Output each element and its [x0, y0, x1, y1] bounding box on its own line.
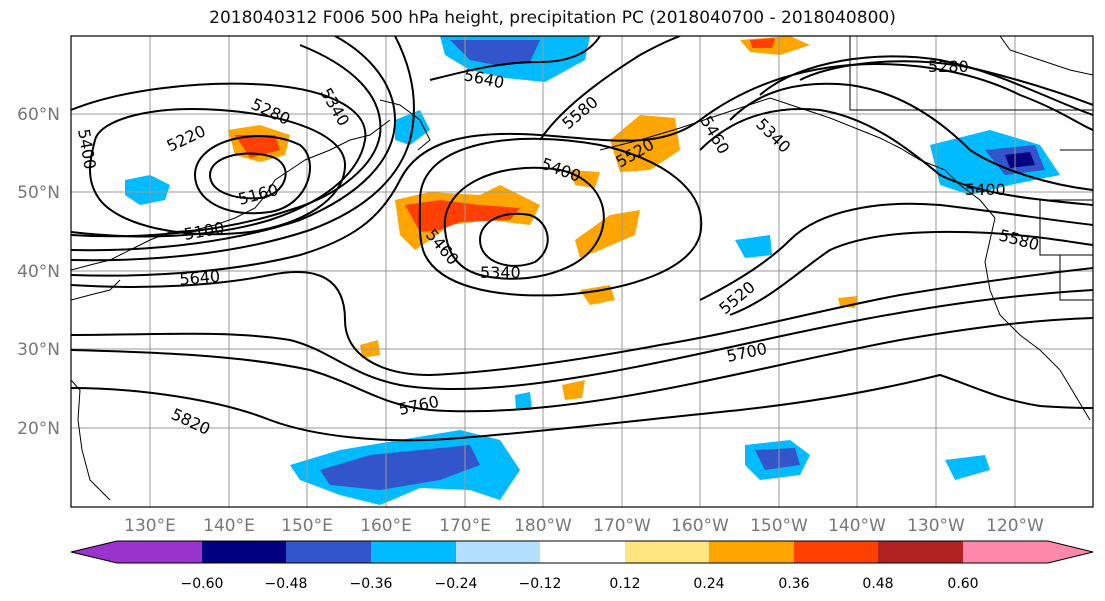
contour-5640 [71, 267, 1093, 377]
contour-5640-n [429, 36, 601, 81]
colorbar-segment [540, 541, 625, 563]
contour-5100 [208, 152, 287, 200]
colorbar-tick-label: 0.60 [947, 576, 978, 592]
contour-5160 [193, 135, 311, 215]
contour-5580-n [539, 36, 681, 141]
lon-label: 140°E [203, 516, 255, 536]
precip-blob [320, 445, 480, 490]
lat-label: 30°N [17, 340, 60, 360]
colorbar-segment [625, 541, 709, 563]
lat-label: 60°N [17, 105, 60, 125]
contour-5700 [71, 289, 1093, 391]
lon-label: 160°E [360, 516, 412, 536]
precip-shading [125, 36, 1060, 505]
colorbar-segment [286, 541, 371, 563]
precip-blob [945, 455, 990, 480]
colorbar-tick-label: −0.36 [350, 576, 393, 592]
lon-label: 160°W [671, 516, 729, 536]
colorbar-segment [371, 541, 456, 563]
colorbar-tick-labels: −0.60 −0.48 −0.36 −0.24 −0.12 0.12 0.24 … [181, 576, 979, 592]
precip-blob [575, 210, 640, 258]
precip-blob [235, 135, 280, 158]
colorbar-segment [878, 541, 963, 563]
colorbar-segment [794, 541, 878, 563]
contour-5340-ne [759, 55, 1093, 116]
colorbar-tick-label: −0.60 [181, 576, 224, 592]
contour-5280 [71, 82, 367, 238]
contour-5340-low [478, 212, 549, 267]
lon-label: 180°W [514, 516, 572, 536]
colorbar-segment [202, 541, 286, 563]
lon-label: 150°E [281, 516, 333, 536]
precip-blob [1005, 152, 1035, 168]
lon-label: 130°E [124, 516, 176, 536]
lat-labels: 60°N 50°N 40°N 30°N 20°N [17, 105, 60, 439]
lon-label: 170°E [439, 516, 491, 536]
colorbar-segment [709, 541, 794, 563]
contour-5760 [71, 317, 1093, 413]
colorbar-tick-label: 0.12 [609, 576, 640, 592]
gridlines [71, 36, 1093, 507]
contour-5340-w [71, 44, 382, 238]
contour-5820 [71, 373, 1093, 442]
contour-5400-low [443, 166, 605, 280]
contour-5220 [89, 108, 347, 236]
precip-blob [570, 170, 600, 188]
map-title: 2018040312 F006 500 hPa height, precipit… [209, 8, 896, 28]
colorbar-segment [456, 541, 540, 563]
precip-blob [562, 380, 585, 400]
colorbar-tick-label: −0.24 [435, 576, 478, 592]
contour-5460-ne [699, 108, 1093, 206]
precip-blob [405, 200, 520, 232]
lon-label: 170°W [593, 516, 651, 536]
contour-5580-e [729, 230, 1093, 316]
lat-label: 40°N [17, 262, 60, 282]
precip-blob [610, 115, 680, 172]
contour-5400-w [71, 36, 397, 252]
contour-label: 5400 [965, 180, 1006, 199]
precip-blob [450, 40, 540, 66]
colorbar-tick-label: 0.24 [693, 576, 724, 592]
lon-label: 140°W [828, 516, 886, 536]
contour-5520 [71, 63, 1093, 277]
colorbar-tick-label: 0.36 [778, 576, 809, 592]
colorbar-outline [70, 540, 1094, 564]
colorbar-tick-label: 0.48 [862, 576, 893, 592]
lon-label: 130°W [907, 516, 965, 536]
lon-labels: 130°E 140°E 150°E 160°E 170°E 180°W 170°… [124, 516, 1044, 536]
contour-label-5280-ne: 5280 [928, 57, 969, 76]
lat-label: 50°N [17, 183, 60, 203]
precip-blob [515, 392, 532, 410]
contour-label: 5340 [480, 263, 521, 282]
colorbar [70, 540, 1094, 564]
lon-label: 120°W [986, 516, 1044, 536]
contour-5460-w [71, 36, 416, 262]
colorbar-segment [963, 541, 1093, 563]
precip-blob [735, 235, 772, 258]
colorbar-segment [71, 541, 202, 563]
contour-5520-e [699, 202, 1093, 301]
lon-label: 150°W [750, 516, 808, 536]
lat-label: 20°N [17, 419, 60, 439]
precip-blob [125, 175, 170, 205]
colorbar-tick-label: −0.48 [265, 576, 308, 592]
colorbar-tick-label: −0.12 [519, 576, 562, 592]
contour-label: 5640 [179, 267, 221, 289]
map-frame [70, 35, 1094, 508]
contour-5400-ne [729, 82, 1093, 191]
height-contours [71, 36, 1093, 442]
precip-blob [750, 38, 775, 48]
precip-blob [755, 448, 800, 470]
contour-5460-c [418, 137, 703, 297]
